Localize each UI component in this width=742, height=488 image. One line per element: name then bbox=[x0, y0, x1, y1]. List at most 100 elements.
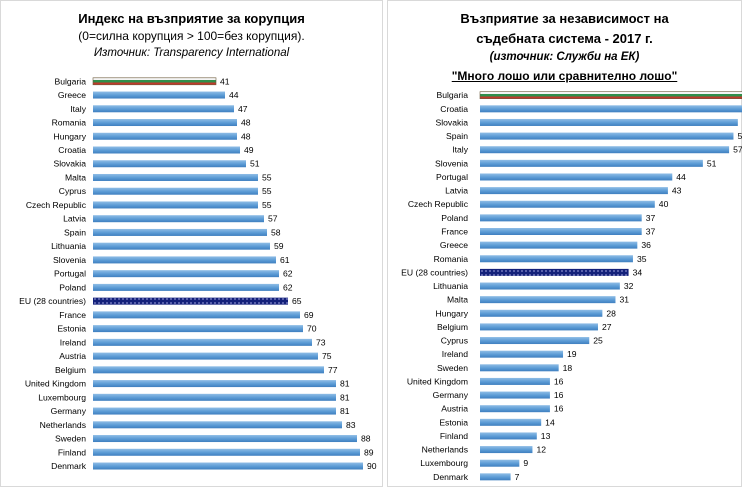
bar-croatia bbox=[93, 147, 240, 154]
value-label-romania: 48 bbox=[241, 118, 251, 128]
value-label-romania: 35 bbox=[637, 254, 647, 264]
value-label-czech-republic: 40 bbox=[659, 199, 669, 209]
category-label-poland: Poland bbox=[441, 213, 468, 223]
bar-france bbox=[480, 228, 642, 235]
value-label-latvia: 43 bbox=[672, 186, 682, 196]
category-label-eu-28-countries: EU (28 countries) bbox=[401, 267, 468, 277]
category-label-estonia: Estonia bbox=[439, 417, 468, 427]
category-label-finland: Finland bbox=[440, 431, 468, 441]
bar-slovenia bbox=[480, 160, 703, 167]
bar-latvia bbox=[93, 215, 264, 222]
value-label-sweden: 18 bbox=[563, 363, 573, 373]
value-label-united-kingdom: 16 bbox=[554, 376, 564, 386]
bar-croatia bbox=[480, 105, 742, 112]
bar-greece bbox=[93, 92, 225, 99]
category-label-latvia: Latvia bbox=[445, 186, 468, 196]
bar-cyprus bbox=[480, 337, 589, 344]
category-label-portugal: Portugal bbox=[54, 269, 86, 279]
bar-slovakia bbox=[480, 119, 738, 126]
bar-romania bbox=[93, 119, 237, 126]
category-label-italy: Italy bbox=[452, 145, 468, 155]
category-label-cyprus: Cyprus bbox=[441, 336, 468, 346]
category-label-czech-republic: Czech Republic bbox=[408, 199, 469, 209]
value-label-belgium: 27 bbox=[602, 322, 612, 332]
value-label-slovakia: 51 bbox=[250, 159, 260, 169]
value-label-austria: 75 bbox=[322, 351, 332, 361]
bar-austria bbox=[93, 353, 318, 360]
value-label-croatia: 49 bbox=[244, 145, 254, 155]
bar-romania bbox=[480, 255, 633, 262]
category-label-united-kingdom: United Kingdom bbox=[25, 379, 86, 389]
value-label-finland: 89 bbox=[364, 447, 374, 457]
bar-portugal bbox=[93, 270, 279, 277]
bar-hungary bbox=[93, 133, 237, 140]
value-label-denmark: 7 bbox=[515, 472, 520, 482]
value-label-germany: 81 bbox=[340, 406, 350, 416]
value-label-denmark: 90 bbox=[367, 461, 377, 471]
value-label-estonia: 14 bbox=[545, 417, 555, 427]
category-label-germany: Germany bbox=[433, 390, 469, 400]
category-label-romania: Romania bbox=[52, 118, 87, 128]
bar-bulgaria bbox=[93, 78, 216, 85]
category-label-netherlands: Netherlands bbox=[422, 445, 468, 455]
value-label-bulgaria: 41 bbox=[220, 76, 230, 86]
value-label-greece: 36 bbox=[641, 240, 651, 250]
bar-netherlands bbox=[93, 421, 342, 428]
category-label-denmark: Denmark bbox=[433, 472, 469, 482]
bar-portugal bbox=[480, 173, 672, 180]
bar-france bbox=[93, 311, 300, 318]
bar-poland bbox=[93, 284, 279, 291]
category-label-sweden: Sweden bbox=[55, 434, 86, 444]
value-label-eu-28-countries: 34 bbox=[633, 267, 643, 277]
category-label-malta: Malta bbox=[65, 172, 86, 182]
category-label-spain: Spain bbox=[446, 131, 468, 141]
bar-belgium bbox=[93, 366, 324, 373]
bar-luxembourg bbox=[480, 460, 519, 467]
value-label-eu-28-countries: 65 bbox=[292, 296, 302, 306]
category-label-spain: Spain bbox=[64, 227, 86, 237]
value-label-belgium: 77 bbox=[328, 365, 338, 375]
value-label-sweden: 88 bbox=[361, 434, 371, 444]
value-label-cyprus: 25 bbox=[593, 336, 603, 346]
category-label-hungary: Hungary bbox=[54, 131, 87, 141]
value-label-spain: 58 bbox=[737, 131, 742, 141]
category-label-lithuania: Lithuania bbox=[433, 281, 468, 291]
value-label-portugal: 44 bbox=[676, 172, 686, 182]
value-label-finland: 13 bbox=[541, 431, 551, 441]
value-label-czech-republic: 55 bbox=[262, 200, 272, 210]
category-label-germany: Germany bbox=[51, 406, 87, 416]
category-label-italy: Italy bbox=[70, 104, 86, 114]
category-label-lithuania: Lithuania bbox=[51, 241, 86, 251]
value-label-estonia: 70 bbox=[307, 324, 317, 334]
value-label-italy: 47 bbox=[238, 104, 248, 114]
category-label-greece: Greece bbox=[440, 240, 468, 250]
bar-united-kingdom bbox=[480, 378, 550, 385]
category-label-france: France bbox=[59, 310, 86, 320]
category-label-austria: Austria bbox=[59, 351, 86, 361]
category-label-belgium: Belgium bbox=[437, 322, 468, 332]
bar-greece bbox=[480, 242, 637, 249]
bar-cyprus bbox=[93, 188, 258, 195]
bar-germany bbox=[93, 408, 336, 415]
bar-denmark bbox=[480, 473, 511, 480]
value-label-malta: 55 bbox=[262, 172, 272, 182]
category-label-slovakia: Slovakia bbox=[54, 159, 87, 169]
bar-finland bbox=[480, 432, 537, 439]
category-label-slovenia: Slovenia bbox=[53, 255, 86, 265]
bar-czech-republic bbox=[480, 201, 655, 208]
category-label-croatia: Croatia bbox=[58, 145, 86, 155]
category-label-luxembourg: Luxembourg bbox=[38, 392, 86, 402]
value-label-netherlands: 83 bbox=[346, 420, 356, 430]
category-label-luxembourg: Luxembourg bbox=[420, 458, 468, 468]
category-label-czech-republic: Czech Republic bbox=[26, 200, 87, 210]
category-label-greece: Greece bbox=[58, 90, 86, 100]
bar-malta bbox=[93, 174, 258, 181]
value-label-hungary: 28 bbox=[606, 308, 616, 318]
bar-spain bbox=[93, 229, 267, 236]
category-label-estonia: Estonia bbox=[57, 324, 86, 334]
category-label-ireland: Ireland bbox=[60, 337, 86, 347]
category-label-croatia: Croatia bbox=[440, 104, 468, 114]
value-label-spain: 58 bbox=[271, 227, 281, 237]
category-label-sweden: Sweden bbox=[437, 363, 468, 373]
